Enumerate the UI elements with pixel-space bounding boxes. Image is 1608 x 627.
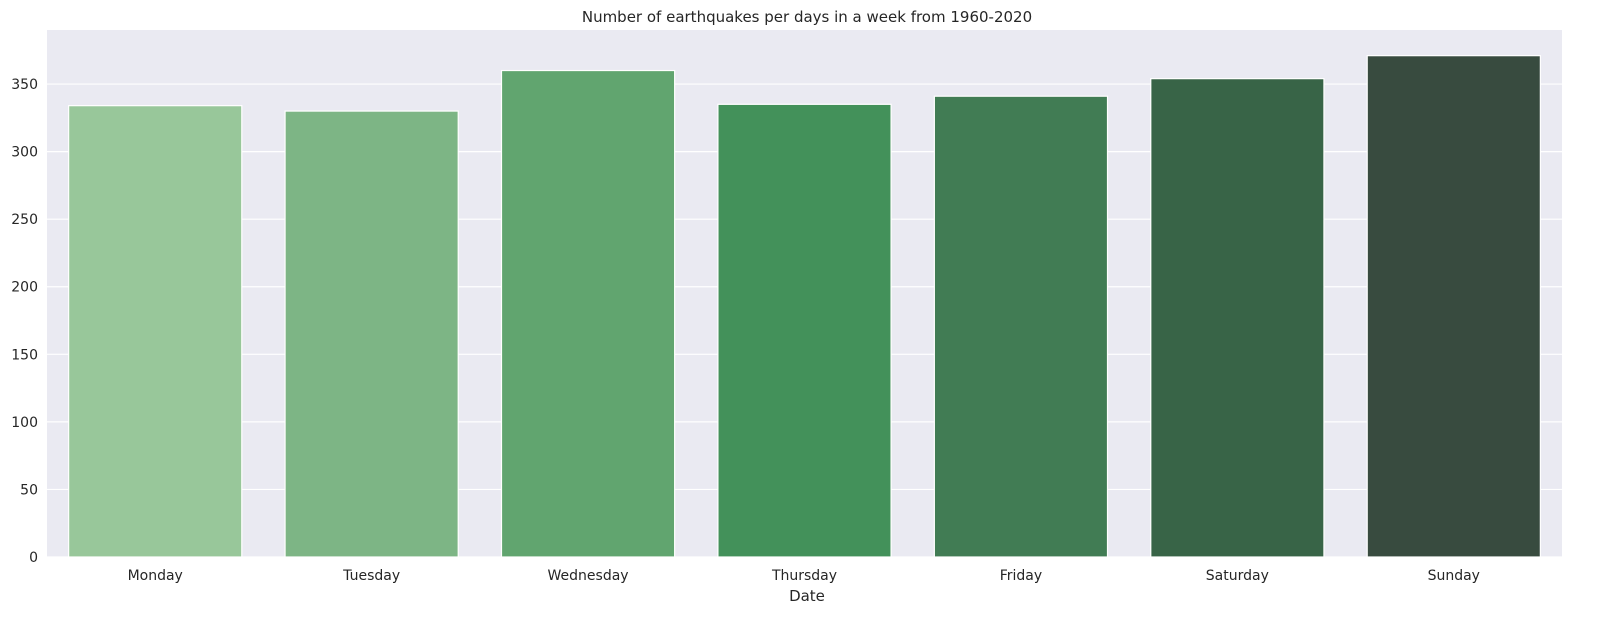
y-tick-label: 150 — [11, 347, 38, 363]
y-tick-label: 300 — [11, 145, 38, 161]
bar-monday — [68, 105, 243, 558]
x-tick-label-sunday: Sunday — [1428, 568, 1480, 584]
x-axis: Monday Tuesday Wednesday Thursday Friday Satu… — [128, 568, 1480, 584]
y-tick-label: 350 — [11, 77, 38, 93]
chart-title: Number of earthquakes per days in a week… — [582, 8, 1032, 26]
y-tick-label: 200 — [11, 280, 38, 296]
bar-saturday — [1150, 78, 1325, 558]
bar-sunday — [1366, 55, 1541, 558]
x-tick-label-saturday: Saturday — [1206, 568, 1269, 584]
y-tick-label: 0 — [29, 550, 38, 566]
x-tick-label-tuesday: Tuesday — [342, 568, 400, 584]
x-tick-label-thursday: Thursday — [771, 568, 837, 584]
bar-thursday — [717, 103, 892, 558]
x-tick-label-monday: Monday — [128, 568, 183, 584]
x-axis-label: Date — [789, 587, 825, 605]
bars — [68, 55, 1541, 558]
x-tick-label-wednesday: Wednesday — [548, 568, 629, 584]
y-axis: 0 50 100 150 200 250 300 350 — [11, 77, 38, 566]
bar-wednesday — [500, 69, 676, 558]
y-tick-label: 50 — [20, 482, 38, 498]
y-tick-label: 250 — [11, 212, 38, 228]
bar-tuesday — [284, 110, 459, 558]
bar-friday — [933, 95, 1109, 558]
x-tick-label-friday: Friday — [1000, 568, 1042, 584]
y-tick-label: 100 — [11, 415, 38, 431]
